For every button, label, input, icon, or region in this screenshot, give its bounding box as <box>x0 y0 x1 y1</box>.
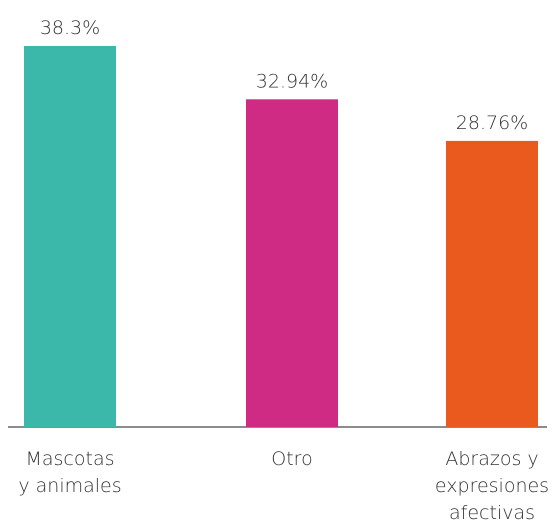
category-labels-group: Mascotas y animales Otro Abrazos y expresion… <box>18 448 549 524</box>
data-label-3: 28.76% <box>456 112 528 134</box>
value-labels-group: 38.3% 32.94% 28.76% <box>40 17 528 134</box>
x-tick-label-1: Mascotas y animales <box>18 448 121 497</box>
bars-group <box>24 46 538 428</box>
bar-3 <box>446 140 538 427</box>
x-tick-label-2: Otro <box>271 448 312 470</box>
x-tick-label-3: Abrazos y expresiones afectivas <box>435 448 549 524</box>
data-label-1: 38.3% <box>40 17 100 39</box>
data-label-2: 32.94% <box>256 70 328 92</box>
bar-1 <box>24 46 116 427</box>
bar-2 <box>246 99 338 428</box>
